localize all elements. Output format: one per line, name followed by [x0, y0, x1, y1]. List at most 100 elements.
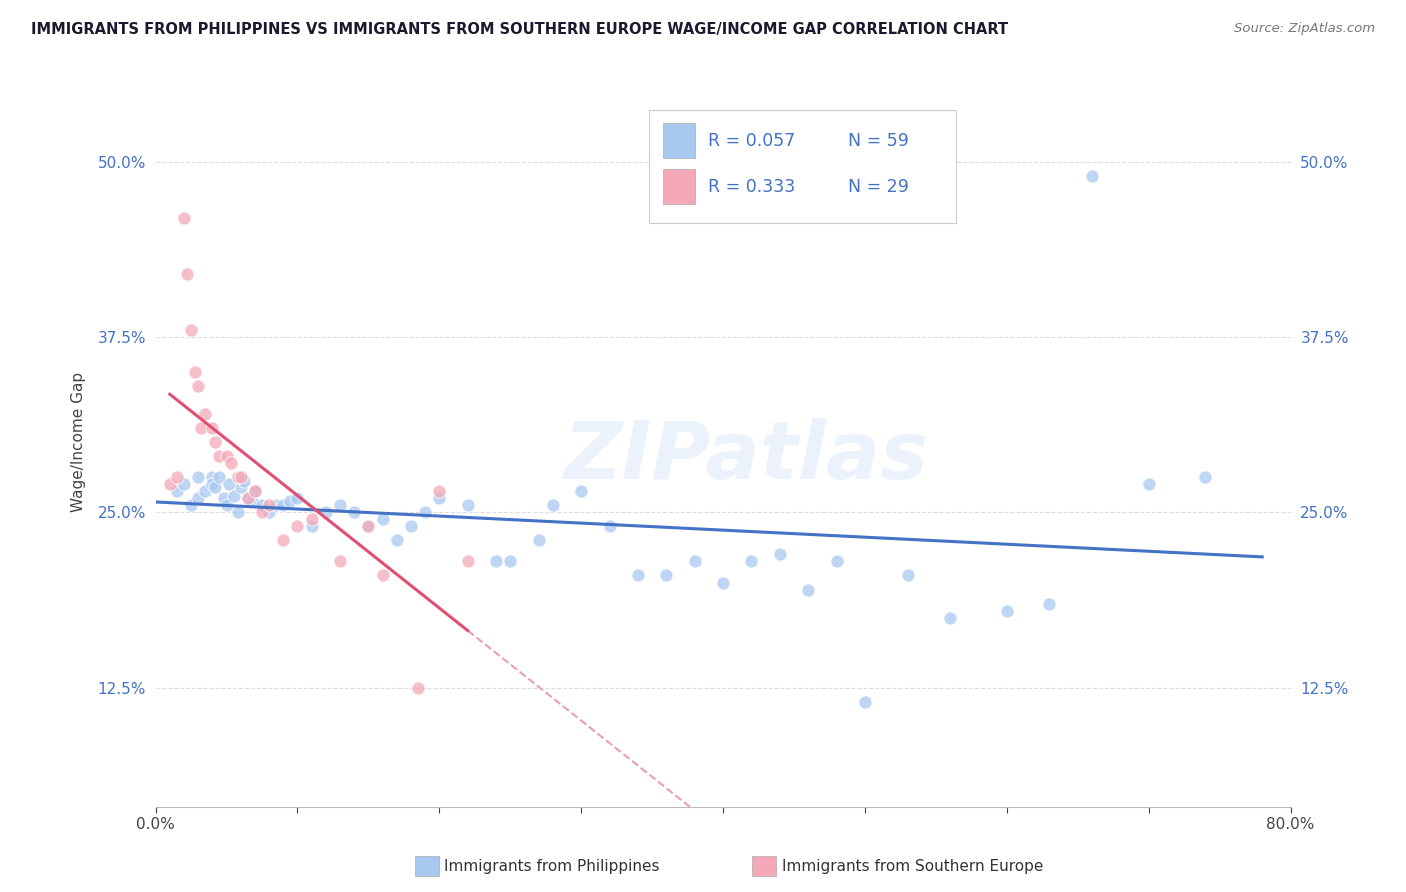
- Point: [218, 477, 240, 491]
- Point: [236, 491, 259, 506]
- Point: [176, 267, 198, 281]
- Bar: [664, 123, 695, 159]
- Point: [204, 480, 226, 494]
- Point: [541, 499, 564, 513]
- Text: IMMIGRANTS FROM PHILIPPINES VS IMMIGRANTS FROM SOUTHERN EUROPE WAGE/INCOME GAP C: IMMIGRANTS FROM PHILIPPINES VS IMMIGRANT…: [31, 22, 1008, 37]
- Point: [229, 480, 252, 494]
- Point: [166, 484, 188, 499]
- Point: [229, 470, 252, 484]
- Text: R = 0.057: R = 0.057: [709, 132, 796, 150]
- Point: [1137, 477, 1160, 491]
- Point: [385, 533, 408, 548]
- Text: N = 29: N = 29: [848, 178, 908, 196]
- Y-axis label: Wage/Income Gap: Wage/Income Gap: [72, 372, 86, 512]
- Text: Immigrants from Southern Europe: Immigrants from Southern Europe: [782, 859, 1043, 873]
- Point: [173, 477, 195, 491]
- Point: [271, 533, 294, 548]
- Text: R = 0.333: R = 0.333: [709, 178, 796, 196]
- Point: [599, 519, 621, 533]
- Text: ZIPatlas: ZIPatlas: [564, 417, 928, 496]
- Point: [896, 568, 918, 582]
- Text: Immigrants from Philippines: Immigrants from Philippines: [444, 859, 659, 873]
- Point: [187, 379, 209, 393]
- Point: [240, 494, 263, 508]
- Point: [201, 421, 224, 435]
- Point: [204, 435, 226, 450]
- Point: [271, 499, 294, 513]
- Point: [215, 499, 238, 513]
- Point: [250, 499, 273, 513]
- Point: [797, 582, 820, 597]
- Point: [343, 505, 366, 519]
- Point: [208, 449, 231, 463]
- Point: [1038, 597, 1060, 611]
- Point: [655, 568, 678, 582]
- Point: [371, 512, 394, 526]
- Point: [184, 365, 207, 379]
- Point: [287, 519, 309, 533]
- Point: [371, 568, 394, 582]
- Point: [399, 519, 422, 533]
- Point: [315, 505, 337, 519]
- Point: [357, 519, 380, 533]
- Point: [287, 491, 309, 506]
- Point: [173, 211, 195, 225]
- Point: [215, 449, 238, 463]
- Point: [236, 491, 259, 506]
- Point: [180, 499, 202, 513]
- Point: [769, 548, 792, 562]
- Point: [208, 470, 231, 484]
- Point: [194, 407, 217, 421]
- Point: [194, 484, 217, 499]
- Point: [159, 477, 181, 491]
- Point: [301, 519, 323, 533]
- Point: [406, 681, 429, 695]
- Point: [166, 470, 188, 484]
- Point: [232, 475, 254, 489]
- Point: [527, 533, 550, 548]
- Point: [264, 499, 287, 513]
- Point: [740, 554, 762, 568]
- Point: [187, 470, 209, 484]
- Point: [995, 603, 1018, 617]
- Point: [301, 512, 323, 526]
- Point: [243, 484, 266, 499]
- Point: [243, 484, 266, 499]
- Point: [226, 470, 249, 484]
- Point: [257, 499, 280, 513]
- Point: [1194, 470, 1216, 484]
- Point: [457, 554, 479, 568]
- Point: [427, 484, 450, 499]
- Point: [1081, 169, 1104, 183]
- Point: [485, 554, 508, 568]
- Point: [853, 695, 876, 709]
- Bar: [664, 169, 695, 204]
- Point: [226, 505, 249, 519]
- Point: [329, 499, 352, 513]
- Point: [329, 554, 352, 568]
- Point: [280, 494, 302, 508]
- Point: [457, 499, 479, 513]
- Point: [825, 554, 848, 568]
- Text: N = 59: N = 59: [848, 132, 908, 150]
- Point: [222, 489, 245, 503]
- Point: [683, 554, 706, 568]
- Point: [187, 491, 209, 506]
- Point: [180, 323, 202, 337]
- Point: [250, 505, 273, 519]
- Point: [212, 491, 235, 506]
- Point: [939, 610, 962, 624]
- Point: [201, 470, 224, 484]
- Point: [711, 575, 734, 590]
- Text: Source: ZipAtlas.com: Source: ZipAtlas.com: [1234, 22, 1375, 36]
- Point: [413, 505, 436, 519]
- FancyBboxPatch shape: [650, 111, 956, 223]
- Point: [357, 519, 380, 533]
- Point: [219, 456, 242, 470]
- Point: [627, 568, 650, 582]
- Point: [569, 484, 592, 499]
- Point: [190, 421, 212, 435]
- Point: [257, 505, 280, 519]
- Point: [499, 554, 522, 568]
- Point: [427, 491, 450, 506]
